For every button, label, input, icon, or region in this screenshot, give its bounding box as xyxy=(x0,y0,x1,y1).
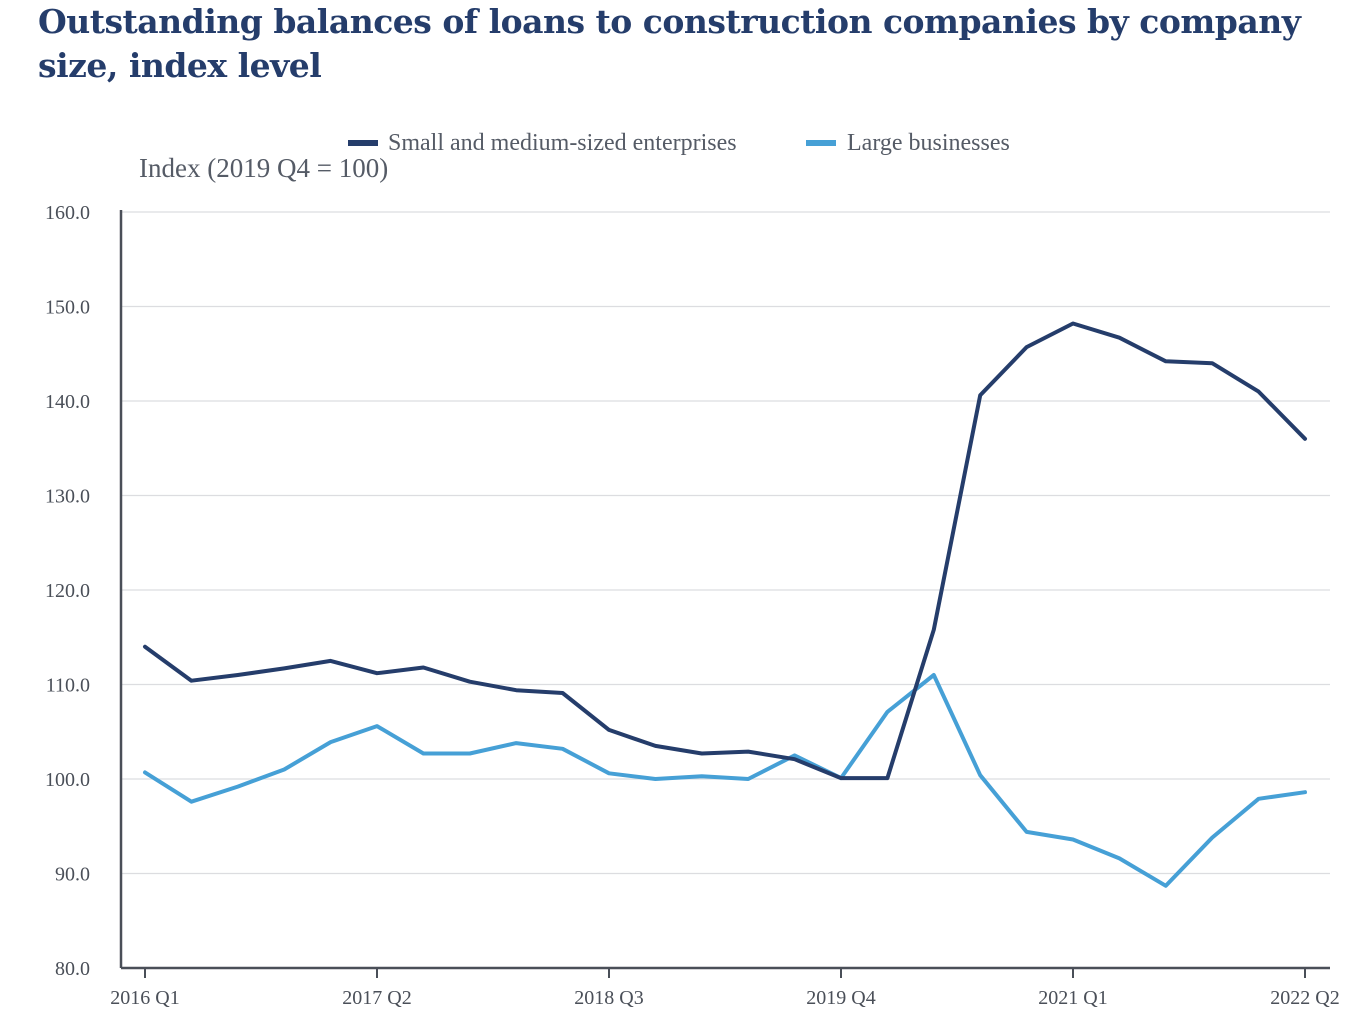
x-axis-ticks: 2016 Q1 2017 Q2 2018 Q3 2019 Q4 2021 Q1 2022 … xyxy=(110,968,1340,1009)
legend-label-large: Large businesses xyxy=(847,130,1010,156)
y-tick-label: 80.0 xyxy=(55,958,90,980)
legend-label-sme: Small and medium-sized enterprises xyxy=(388,130,737,156)
x-tick-label: 2016 Q1 xyxy=(110,987,179,1009)
y-tick-label: 120.0 xyxy=(45,580,90,602)
x-tick-label: 2018 Q3 xyxy=(574,987,643,1009)
series-lines xyxy=(143,321,1307,888)
y-tick-label: 90.0 xyxy=(55,864,90,886)
series-line-large xyxy=(143,673,1307,888)
y-tick-label: 130.0 xyxy=(45,486,90,508)
y-tick-label: 150.0 xyxy=(45,297,90,319)
x-tick-label: 2017 Q2 xyxy=(342,987,411,1009)
legend: Small and medium-sized enterprises Large… xyxy=(348,130,1010,156)
gridlines xyxy=(121,211,1330,875)
y-tick-label: 110.0 xyxy=(46,675,90,697)
y-axis-ticks: 80.0 90.0 100.0 110.0 120.0 130.0 140.0 150.0 16… xyxy=(45,202,90,980)
y-tick-label: 100.0 xyxy=(45,769,90,791)
y-tick-label: 140.0 xyxy=(45,391,90,413)
chart-title: Outstanding balances of loans to constru… xyxy=(38,2,1301,85)
x-tick-label: 2019 Q4 xyxy=(806,987,875,1009)
x-tick-label: 2021 Q1 xyxy=(1038,987,1107,1009)
y-axis-unit-label: Index (2019 Q4 = 100) xyxy=(139,153,388,183)
x-tick-label: 2022 Q2 xyxy=(1270,987,1339,1009)
series-line-sme xyxy=(143,321,1307,781)
y-tick-label: 160.0 xyxy=(45,202,90,224)
